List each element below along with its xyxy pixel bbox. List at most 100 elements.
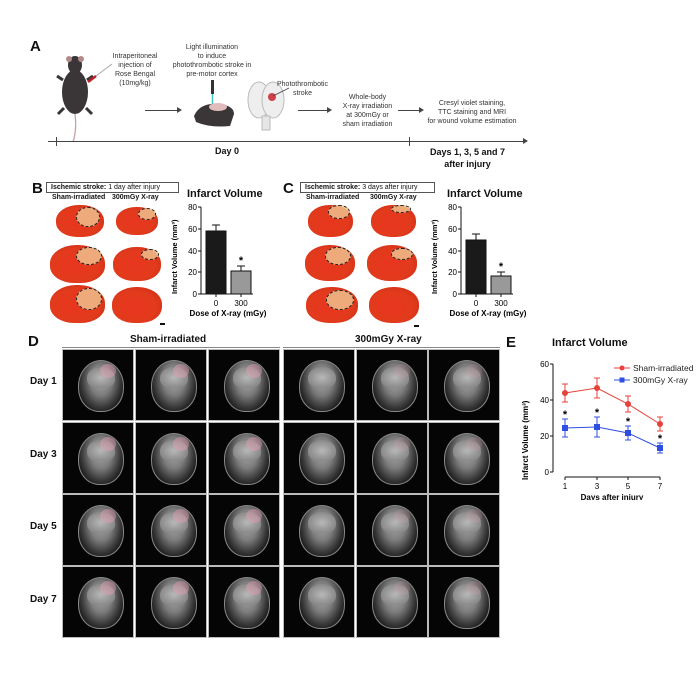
brain-scan xyxy=(78,577,124,629)
mri-image xyxy=(208,494,280,566)
mri-image xyxy=(62,566,134,638)
mri-image xyxy=(428,422,500,494)
svg-text:Dose of X-ray (mGy): Dose of X-ray (mGy) xyxy=(190,309,267,318)
mri-image xyxy=(62,494,134,566)
step2-line: Light illumination xyxy=(185,44,239,51)
brain-scan xyxy=(151,577,197,629)
cortex-region xyxy=(159,367,189,388)
svg-text:0: 0 xyxy=(474,299,479,308)
infarct-region xyxy=(466,581,482,595)
timeline-after-line: Days 1, 3, 5 and 7 xyxy=(429,147,506,157)
infarct-region xyxy=(246,581,262,595)
brain-scan xyxy=(78,360,124,412)
brain-scan xyxy=(444,433,490,485)
infarct-region xyxy=(394,509,410,523)
svg-text:20: 20 xyxy=(448,268,457,277)
infarct-region xyxy=(173,364,189,378)
cortex-region xyxy=(307,440,337,461)
mri-image xyxy=(62,422,134,494)
infarct-region xyxy=(100,509,116,523)
step5-line: for wound volume estimation xyxy=(427,118,517,125)
cortex-region xyxy=(86,440,116,461)
panel-c-col1: Sham-irradiated xyxy=(306,194,360,201)
cortex-region xyxy=(380,512,410,533)
step3-text: Photothrombotic stroke xyxy=(270,80,335,98)
brain-scan xyxy=(224,505,270,557)
infarct-region xyxy=(246,437,262,451)
cortex-region xyxy=(452,440,482,461)
svg-text:0: 0 xyxy=(193,290,198,299)
chart-e-plot: Infarct Volume (mm³) 0 20 40 60 1 3 5 7 Days a… xyxy=(521,360,694,500)
group1-divider xyxy=(62,347,280,348)
header-rest: 3 days after injury xyxy=(360,184,418,191)
series-xray xyxy=(562,416,663,454)
timeline-after-line: after injury xyxy=(444,159,491,169)
panel-b-col1: Sham-irradiated xyxy=(52,194,106,201)
infarct-region xyxy=(173,509,189,523)
chart-e-legend: Sham-irradiated 300mGy X-ray xyxy=(614,363,694,385)
mri-image xyxy=(208,566,280,638)
panel-d-group1: Sham-irradiated xyxy=(130,334,207,345)
brain-scan xyxy=(151,433,197,485)
svg-text:*: * xyxy=(239,255,244,267)
cortex-region xyxy=(380,584,410,605)
step4-line: sham irradiation xyxy=(342,121,393,128)
brain-icon xyxy=(247,81,285,131)
lesion-outline xyxy=(138,208,156,220)
lesion-outline xyxy=(326,290,354,310)
arrow-head-icon xyxy=(177,107,182,113)
infarct-region xyxy=(466,364,482,378)
arrow-step3 xyxy=(398,110,420,111)
svg-text:60: 60 xyxy=(448,225,457,234)
svg-text:Sham-irradiated: Sham-irradiated xyxy=(633,363,694,373)
cortex-region xyxy=(232,584,262,605)
cortex-region xyxy=(232,440,262,461)
infarct-region xyxy=(100,437,116,451)
svg-text:*: * xyxy=(499,261,504,273)
infarct-region xyxy=(173,581,189,595)
cortex-region xyxy=(232,512,262,533)
cortex-region xyxy=(159,440,189,461)
svg-text:Dose of X-ray (mGy): Dose of X-ray (mGy) xyxy=(450,309,527,318)
mri-image xyxy=(356,566,428,638)
chart-b-ylabel: Infarct Volume (mm³) xyxy=(170,219,179,294)
infarct-region xyxy=(246,364,262,378)
ttc-slice xyxy=(50,245,105,283)
chart-b-title: Infarct Volume xyxy=(187,188,263,200)
lesion-outline xyxy=(76,207,100,227)
mri-image xyxy=(428,494,500,566)
cortex-region xyxy=(86,512,116,533)
brain-scan xyxy=(224,433,270,485)
mri-image xyxy=(356,422,428,494)
ttc-slice xyxy=(116,207,158,235)
infarct-region xyxy=(173,437,189,451)
syringe-icon xyxy=(87,63,113,83)
cortex-region xyxy=(86,584,116,605)
mri-image xyxy=(283,494,355,566)
mri-image xyxy=(135,566,207,638)
cortex-region xyxy=(232,367,262,388)
panel-a-letter: A xyxy=(30,38,41,55)
step4-line: at 300mGy or xyxy=(346,112,389,119)
brain-scan xyxy=(151,505,197,557)
svg-text:1: 1 xyxy=(563,482,568,491)
step1-line: (10mg/kg) xyxy=(119,80,151,87)
ttc-slice xyxy=(50,285,105,323)
cortex-region xyxy=(159,512,189,533)
mri-image xyxy=(283,349,355,421)
mri-image xyxy=(208,422,280,494)
svg-text:60: 60 xyxy=(540,360,549,369)
svg-text:*: * xyxy=(658,433,663,445)
svg-text:0: 0 xyxy=(545,468,550,477)
cortex-region xyxy=(380,440,410,461)
cortex-region xyxy=(307,367,337,388)
mri-image xyxy=(428,566,500,638)
mri-image xyxy=(356,349,428,421)
svg-text:*: * xyxy=(563,409,568,421)
timeline-day0-label: Day 0 xyxy=(215,146,240,156)
svg-text:300mGy X-ray: 300mGy X-ray xyxy=(633,375,689,385)
cortex-region xyxy=(159,584,189,605)
ttc-slice xyxy=(367,245,417,281)
step5-line: TTC staining and MRI xyxy=(437,109,507,116)
row-label-day1: Day 1 xyxy=(30,376,57,387)
